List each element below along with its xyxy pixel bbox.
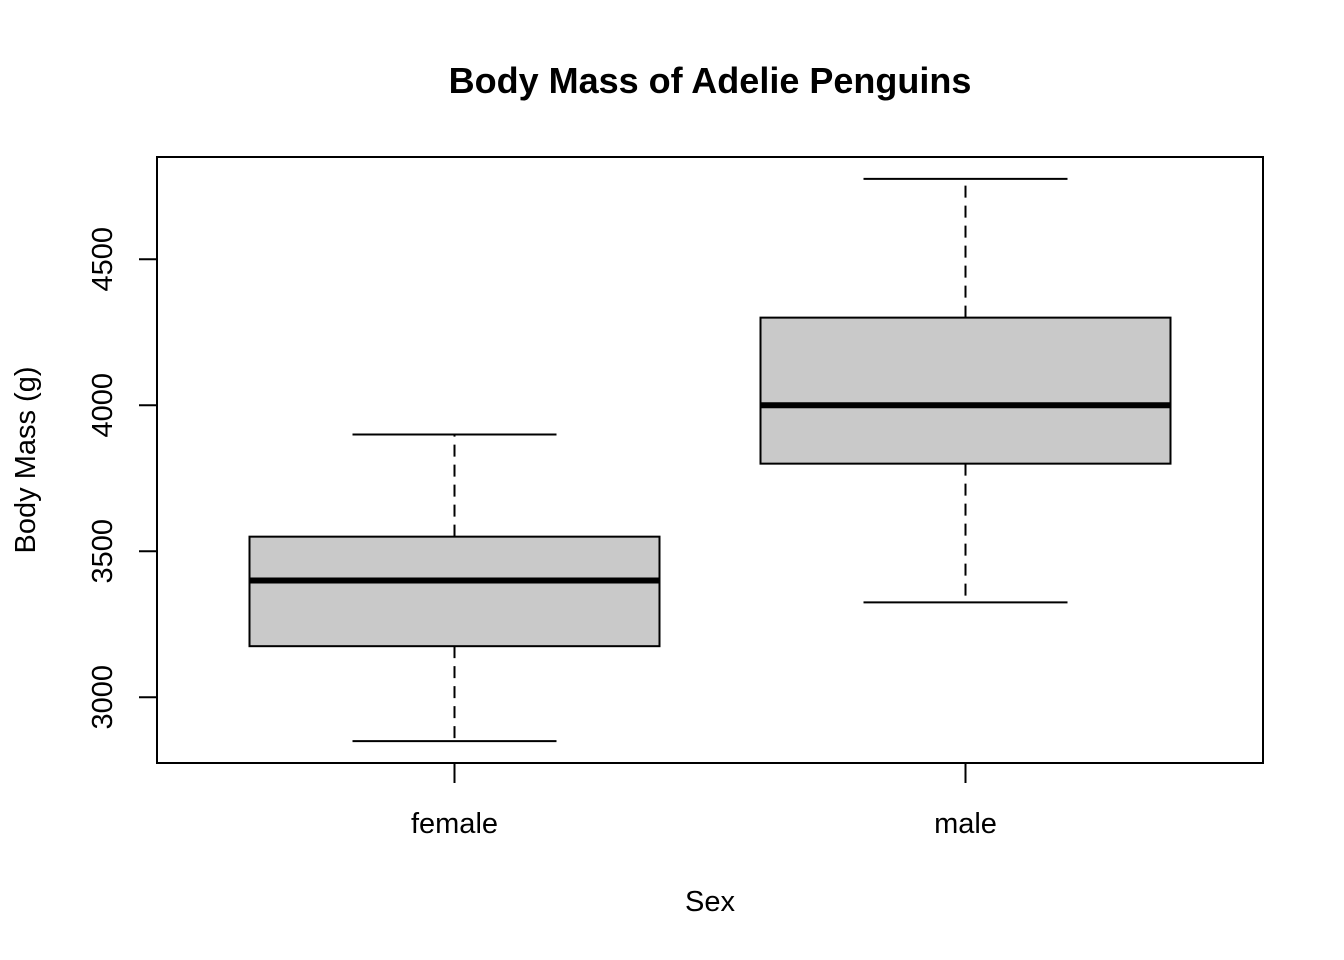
iqr-box-female (248, 535, 661, 648)
box-female (248, 433, 661, 743)
y-tick-label-3500: 3500 (87, 519, 119, 584)
plot-frame (156, 156, 1264, 764)
y-axis: 3000 3500 4000 4500 (87, 227, 157, 730)
x-tick-label-female: female (411, 808, 498, 840)
chart-title: Body Mass of Adelie Penguins (449, 60, 972, 101)
y-axis-label: Body Mass (g) (10, 367, 42, 554)
x-axis-label: Sex (685, 886, 735, 918)
boxplot-marks (248, 177, 1172, 743)
y-tick-label-4500: 4500 (87, 227, 119, 292)
y-tick-label-4000: 4000 (87, 373, 119, 438)
x-tick-label-male: male (934, 808, 997, 840)
iqr-box-male (759, 316, 1172, 465)
y-tick-label-3000: 3000 (87, 665, 119, 730)
x-axis: female male (411, 763, 997, 840)
box-male (759, 177, 1172, 604)
